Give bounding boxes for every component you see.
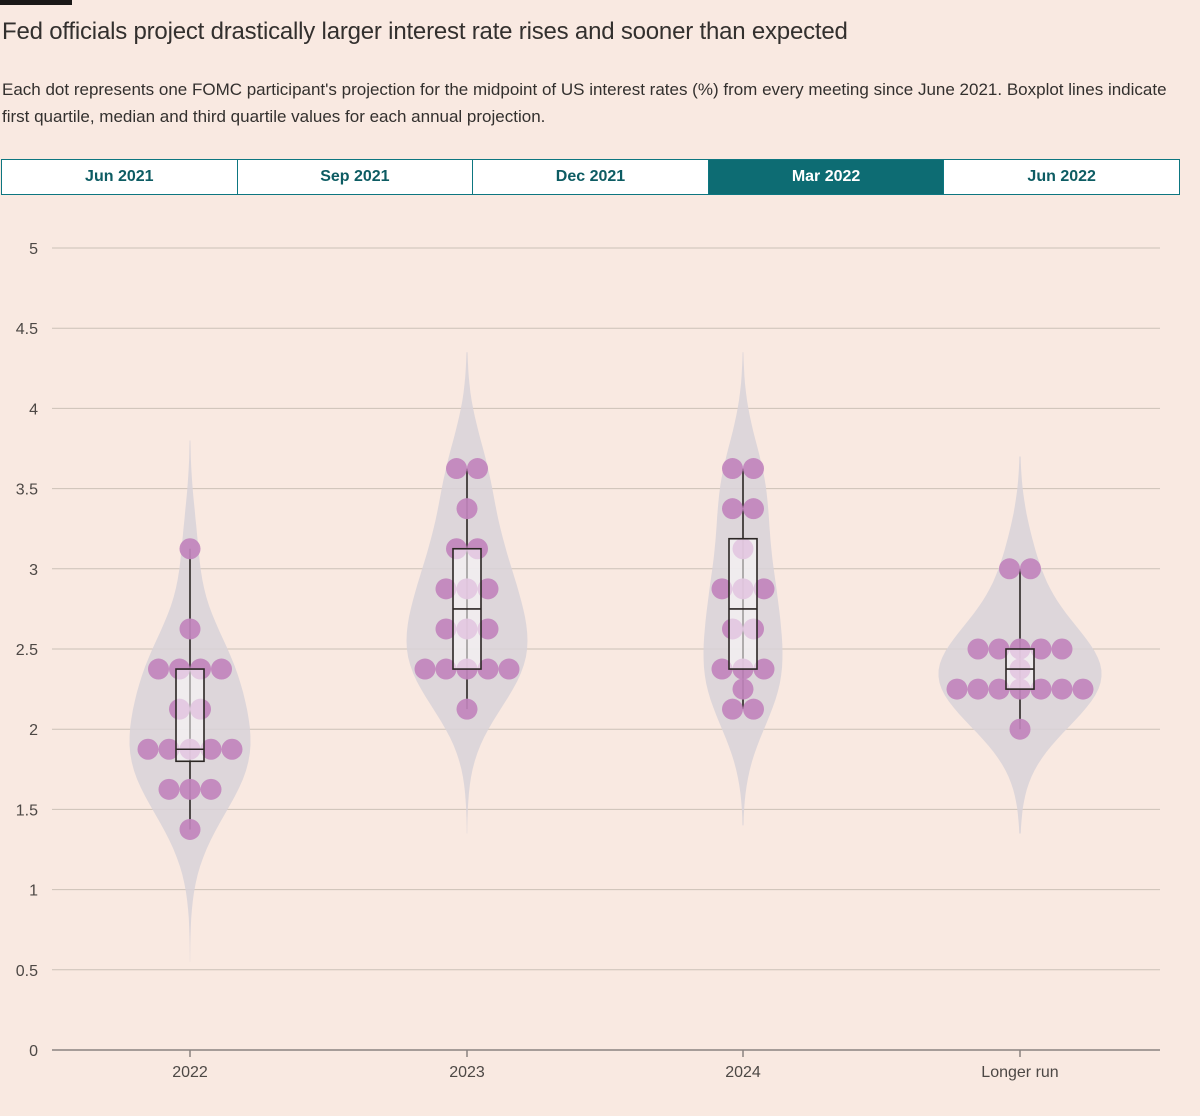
projection-dot — [722, 498, 743, 520]
projection-dot — [967, 678, 989, 700]
x-tick-label: 2024 — [725, 1064, 761, 1081]
y-tick-label: 2 — [29, 722, 38, 739]
y-tick-label: 5 — [29, 241, 38, 258]
tab-mar-2022[interactable]: Mar 2022 — [708, 160, 945, 194]
projection-dot — [999, 558, 1020, 580]
projection-dot — [158, 778, 180, 800]
tab-dec-2021[interactable]: Dec 2021 — [473, 160, 709, 194]
projection-dot — [1072, 678, 1094, 700]
projection-dot — [435, 658, 457, 680]
x-tick-label: 2023 — [449, 1064, 485, 1081]
projection-dot — [711, 658, 733, 680]
projection-dot — [946, 678, 968, 700]
x-tick-label: Longer run — [981, 1064, 1058, 1081]
boxplot-box — [175, 668, 205, 763]
projection-dot — [743, 698, 764, 720]
chart-title: Fed officials project drastically larger… — [2, 18, 848, 45]
projection-dot — [753, 578, 775, 600]
projection-dot — [1009, 718, 1031, 740]
projection-dot — [179, 818, 201, 840]
projection-dot — [988, 638, 1010, 660]
y-tick-label: 3.5 — [16, 482, 38, 499]
projection-dot — [467, 458, 488, 480]
y-tick-label: 4.5 — [16, 321, 38, 338]
y-tick-label: 1 — [29, 883, 38, 900]
projection-dot — [743, 498, 764, 520]
top-accent-bar — [0, 0, 72, 5]
projection-dot — [1030, 638, 1052, 660]
projection-dot — [179, 618, 201, 640]
projection-dot — [446, 458, 467, 480]
tab-jun-2022[interactable]: Jun 2022 — [1027, 168, 1096, 185]
projection-dot — [477, 578, 499, 600]
projection-dot — [753, 658, 775, 680]
y-tick-label: 3 — [29, 562, 38, 579]
projection-dot — [988, 678, 1010, 700]
y-tick-label: 4 — [29, 401, 38, 418]
projection-dot — [456, 498, 478, 520]
projection-dot — [179, 538, 201, 560]
boxplot-box — [728, 537, 758, 670]
tab-sep-2021[interactable]: Sep 2021 — [238, 160, 474, 194]
projection-dot — [211, 658, 232, 680]
projection-dot — [414, 658, 436, 680]
projection-dot — [221, 738, 243, 760]
projection-dot — [435, 618, 457, 640]
projection-dot — [743, 458, 764, 480]
projection-dot — [477, 658, 499, 680]
projection-dot — [137, 738, 159, 760]
y-tick-label: 2.5 — [16, 642, 38, 659]
projection-dot — [732, 678, 754, 700]
projection-dot — [477, 618, 499, 640]
projection-dot — [967, 638, 989, 660]
projection-dot — [200, 778, 222, 800]
chart-subtitle: Each dot represents one FOMC participant… — [2, 80, 1167, 126]
projection-dot — [1030, 678, 1052, 700]
projection-dot — [711, 578, 733, 600]
projection-dot — [148, 658, 169, 680]
projection-dot — [498, 658, 520, 680]
meeting-tabs: Jun 2021 Sep 2021 Dec 2021 Mar 2022 Jun … — [1, 159, 1180, 195]
projection-dot — [435, 578, 457, 600]
y-tick-label: 1.5 — [16, 802, 38, 819]
projection-dot — [158, 738, 180, 760]
projection-dot — [179, 778, 201, 800]
projection-dot — [456, 698, 478, 720]
projection-dot — [722, 458, 743, 480]
rate-projection-chart: 0 0.5 1 1.5 2 2.5 3 3.5 4 4.5 5 2022 2023 2024 Longer … — [16, 241, 1160, 1081]
projection-dot — [1020, 558, 1041, 580]
y-tick-label: 0 — [29, 1043, 38, 1060]
projection-dot — [722, 698, 743, 720]
y-tick-label: 0.5 — [16, 963, 38, 980]
projection-dot — [1051, 638, 1073, 660]
tab-jun-2021[interactable]: Jun 2021 — [2, 160, 238, 194]
x-tick-label: 2022 — [172, 1064, 208, 1081]
projection-dot — [200, 738, 222, 760]
projection-dot — [1051, 678, 1073, 700]
